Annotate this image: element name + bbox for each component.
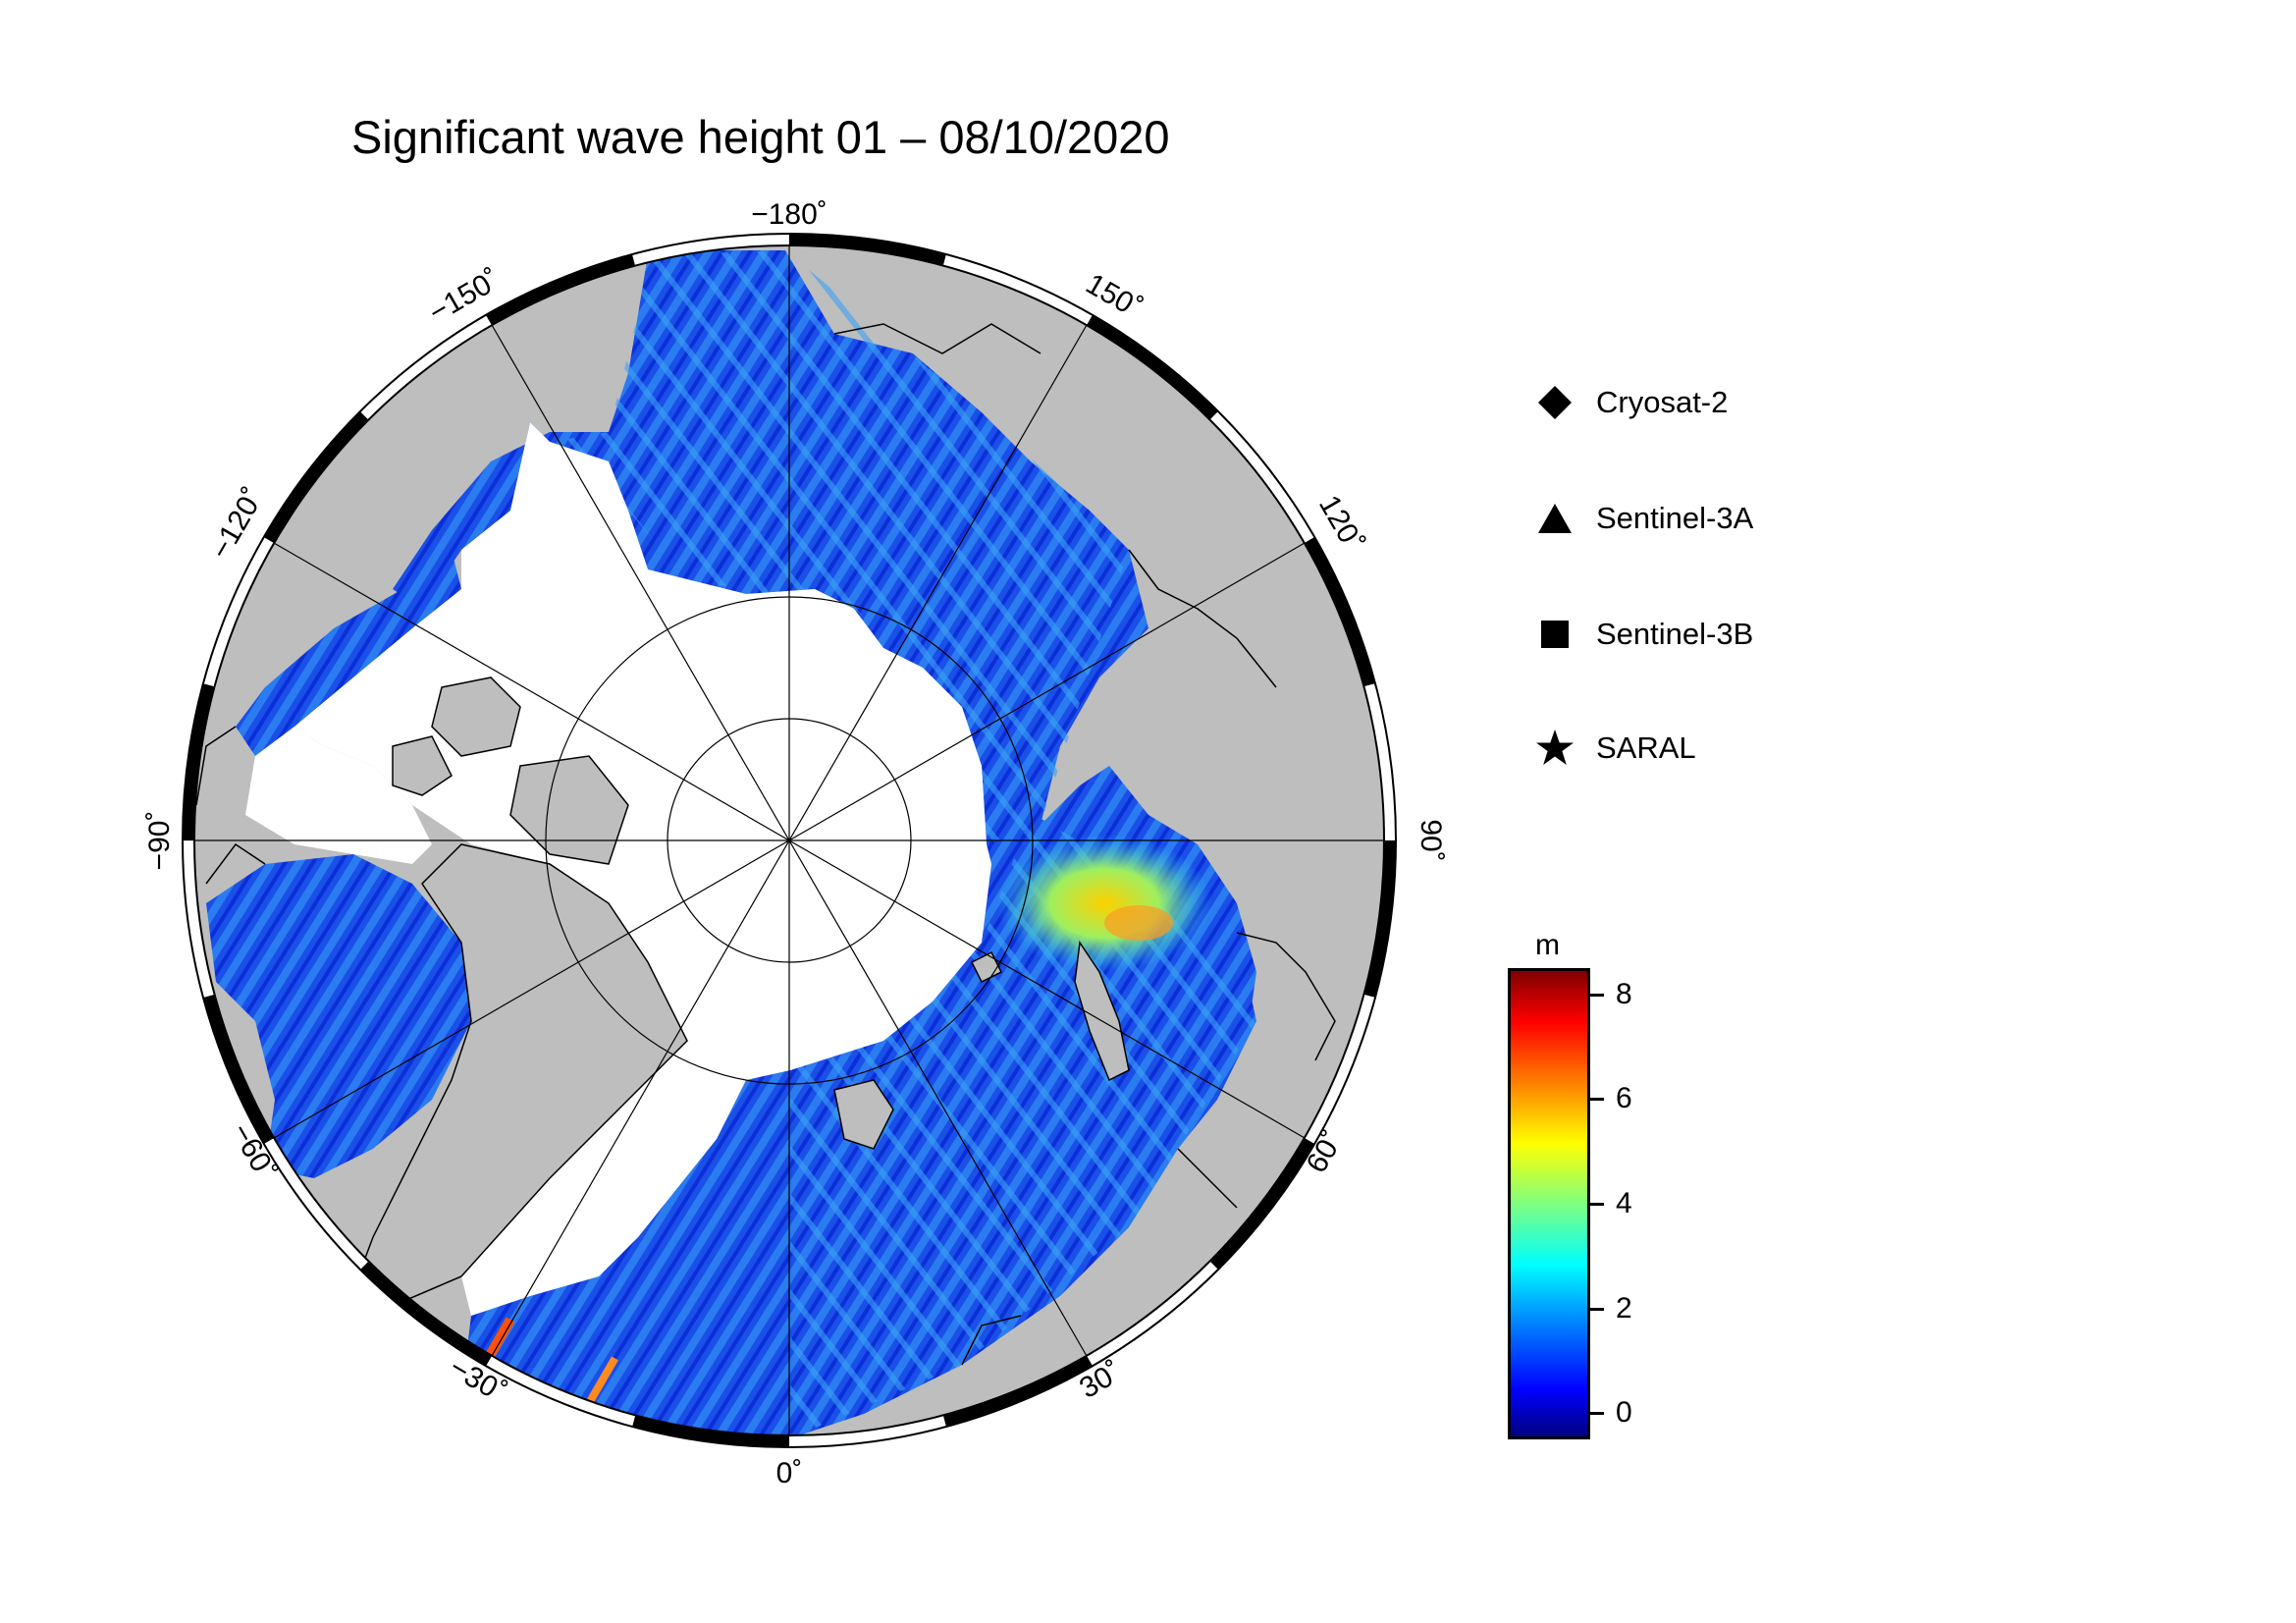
novaya-zemlya <box>1074 940 1130 1082</box>
colorbar-tick <box>1590 993 1604 997</box>
map-title: Significant wave height 01 – 08/10/2020 <box>351 111 1170 163</box>
legend-item-sentinel-3a: Sentinel-3A <box>1533 489 1753 548</box>
svalbard <box>833 1079 894 1150</box>
legend-label: Sentinel-3B <box>1596 617 1754 651</box>
lon-label-m120: −120˚ <box>204 482 270 565</box>
ocean-atlantic-west <box>461 1070 790 1435</box>
colorbar-tick <box>1590 1307 1604 1311</box>
square-icon <box>1533 613 1576 656</box>
colorbar-tick-label: 6 <box>1616 1082 1632 1115</box>
map-frame <box>182 233 1397 1448</box>
canadian-islands <box>392 676 629 865</box>
sea-ice-archipelago <box>245 727 432 864</box>
lon-label-0: 0˚ <box>776 1457 803 1489</box>
graticule <box>194 245 1384 1435</box>
colorbar-tick-label: 0 <box>1616 1396 1632 1430</box>
ocean-beaufort-west <box>236 550 461 756</box>
colorbar-tick <box>1590 1203 1604 1206</box>
colorbar-tick-label: 8 <box>1616 977 1632 1010</box>
colorbar-tick <box>1590 1412 1604 1416</box>
lon-label-150: 150˚ <box>1080 267 1148 325</box>
legend-item-cryosat: Cryosat-2 <box>1533 373 1728 432</box>
franz-josef-land <box>970 950 1003 984</box>
ocean-baffin-labrador <box>206 854 471 1178</box>
colorbar-tick-label: 2 <box>1616 1291 1632 1325</box>
sea-ice <box>294 422 991 1316</box>
diamond-icon <box>1533 381 1576 424</box>
lon-label-90: 90˚ <box>1415 819 1447 861</box>
colorbar-tick <box>1590 1098 1604 1102</box>
legend-label: Cryosat-2 <box>1596 385 1729 419</box>
high-wave-track <box>587 1356 618 1403</box>
colorbar <box>1508 968 1590 1439</box>
lon-label-m180: −180˚ <box>751 198 828 231</box>
legend-label: Sentinel-3A <box>1596 501 1754 535</box>
lon-label-m90: −90˚ <box>143 811 176 871</box>
ocean-tracks <box>550 250 1256 1435</box>
high-wave-core <box>1104 905 1173 941</box>
coastline <box>195 323 1336 1366</box>
colorbar-tick-label: 4 <box>1616 1187 1632 1219</box>
legend-item-saral: SARAL <box>1533 719 1696 778</box>
legend-item-sentinel-3b: Sentinel-3B <box>1533 605 1753 664</box>
triangle-icon <box>1533 497 1576 540</box>
legend-label: SARAL <box>1596 730 1696 765</box>
star-icon <box>1533 727 1576 770</box>
colorbar-unit: m <box>1535 929 1560 961</box>
high-wave-area <box>996 835 1212 972</box>
